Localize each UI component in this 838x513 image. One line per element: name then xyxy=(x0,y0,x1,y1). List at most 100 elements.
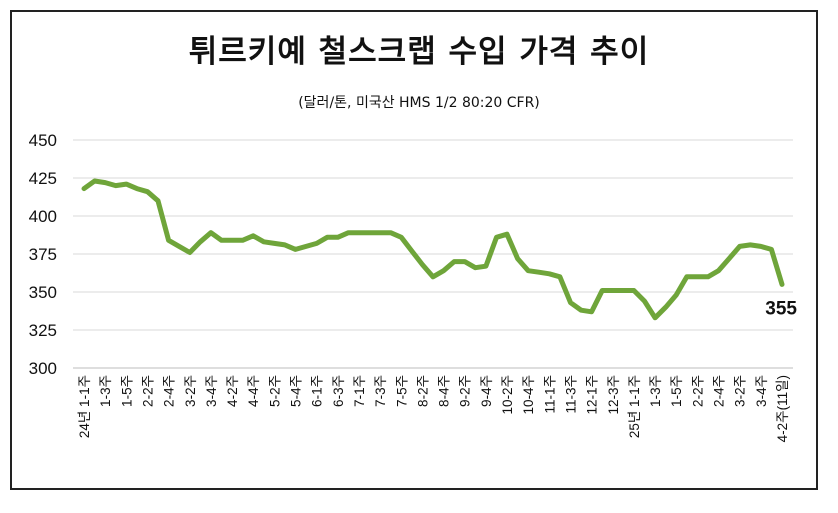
x-tick-label: 4-2주 xyxy=(225,375,240,407)
data-point xyxy=(780,282,784,286)
data-point xyxy=(632,288,636,292)
x-tick-label: 11-3주 xyxy=(563,375,578,413)
chart-title: 튀르키예 철스크랩 수입 가격 추이 xyxy=(188,34,650,70)
data-point xyxy=(368,231,372,235)
data-point xyxy=(93,179,97,183)
data-point xyxy=(748,243,752,247)
data-point xyxy=(241,238,245,242)
data-point xyxy=(114,184,118,188)
data-point xyxy=(357,231,361,235)
data-point xyxy=(621,288,625,292)
y-tick-label: 375 xyxy=(29,245,57,264)
data-point xyxy=(336,235,340,239)
data-point xyxy=(209,231,213,235)
data-point xyxy=(568,301,572,305)
data-point xyxy=(188,250,192,254)
data-point xyxy=(262,240,266,244)
data-point xyxy=(145,190,149,194)
data-point xyxy=(590,310,594,314)
x-tick-label: 1-5주 xyxy=(669,375,684,407)
data-point xyxy=(653,316,657,320)
data-point xyxy=(484,264,488,268)
data-point xyxy=(346,231,350,235)
data-point xyxy=(389,231,393,235)
y-axis-labels: 300 325 350 375 400 425 450 xyxy=(29,131,57,378)
x-tick-label: 1-3주 xyxy=(98,375,113,407)
data-point xyxy=(283,243,287,247)
data-point xyxy=(315,241,319,245)
data-point xyxy=(463,260,467,264)
data-point xyxy=(304,244,308,248)
data-point xyxy=(537,270,541,274)
data-point xyxy=(516,257,520,261)
data-point xyxy=(420,263,424,267)
plot-area: 355 xyxy=(81,178,797,321)
x-tick-label: 12-1주 xyxy=(585,375,600,414)
data-point xyxy=(600,288,604,292)
x-tick-label: 5-4주 xyxy=(289,375,304,407)
x-axis-labels: 24년 1-1주 1-3주 1-5주 2-2주 2-4주 3-2주 3-4주 4-2주 4-4주… xyxy=(77,375,790,442)
y-tick-label: 450 xyxy=(29,131,57,150)
data-point xyxy=(643,299,647,303)
x-tick-label: 24년 1-1주 xyxy=(77,375,92,438)
data-point xyxy=(103,181,107,185)
data-point xyxy=(759,244,763,248)
data-point xyxy=(695,275,699,279)
gridlines xyxy=(73,139,793,369)
data-point xyxy=(399,235,403,239)
data-point xyxy=(325,235,329,239)
x-tick-label: 4-2주(11일) xyxy=(775,375,790,442)
x-tick-label: 2-4주 xyxy=(162,375,177,407)
data-point xyxy=(494,235,498,239)
data-point xyxy=(198,240,202,244)
y-tick-label: 350 xyxy=(29,283,57,302)
y-tick-label: 425 xyxy=(29,169,57,188)
data-point xyxy=(611,288,615,292)
data-point xyxy=(505,232,509,236)
x-tick-label: 2-4주 xyxy=(712,375,727,407)
x-tick-label: 1-5주 xyxy=(119,375,134,407)
data-point xyxy=(156,199,160,203)
x-tick-label: 7-3주 xyxy=(373,375,388,407)
x-tick-label: 9-2주 xyxy=(458,375,473,407)
data-point xyxy=(294,247,298,251)
data-point xyxy=(579,308,583,312)
x-tick-label: 8-2주 xyxy=(415,375,430,407)
x-tick-label: 7-5주 xyxy=(394,375,409,407)
data-point xyxy=(82,187,86,191)
x-tick-label: 9-4주 xyxy=(479,375,494,407)
data-point xyxy=(167,238,171,242)
y-tick-label: 325 xyxy=(29,321,57,340)
chart-subtitle: (달러/톤, 미국산 HMS 1/2 80:20 CFR) xyxy=(298,95,540,111)
data-point xyxy=(124,182,128,186)
x-tick-label: 5-2주 xyxy=(267,375,282,407)
x-tick-label: 3-2주 xyxy=(733,375,748,407)
data-point xyxy=(177,244,181,248)
data-point xyxy=(674,293,678,297)
data-point xyxy=(664,305,668,309)
data-point xyxy=(727,257,731,261)
data-point xyxy=(526,269,530,273)
x-tick-label: 10-4주 xyxy=(521,375,536,414)
data-point xyxy=(410,249,414,253)
x-tick-label: 2-2주 xyxy=(140,375,155,407)
data-point xyxy=(558,275,562,279)
x-tick-label: 6-1주 xyxy=(310,375,325,407)
x-tick-label: 2-2주 xyxy=(690,375,705,407)
x-tick-label: 3-4주 xyxy=(754,375,769,407)
y-tick-label: 300 xyxy=(29,359,57,378)
x-tick-label: 7-1주 xyxy=(352,375,367,407)
x-tick-label: 1-3주 xyxy=(648,375,663,407)
data-point xyxy=(272,241,276,245)
data-point xyxy=(452,260,456,264)
data-point xyxy=(706,275,710,279)
data-point xyxy=(219,238,223,242)
data-point xyxy=(738,244,742,248)
x-tick-label: 8-4주 xyxy=(437,375,452,407)
data-point xyxy=(135,187,139,191)
data-point xyxy=(547,272,551,276)
x-tick-label: 25년 1-1주 xyxy=(627,375,642,438)
data-point xyxy=(685,275,689,279)
series-line xyxy=(81,178,785,321)
